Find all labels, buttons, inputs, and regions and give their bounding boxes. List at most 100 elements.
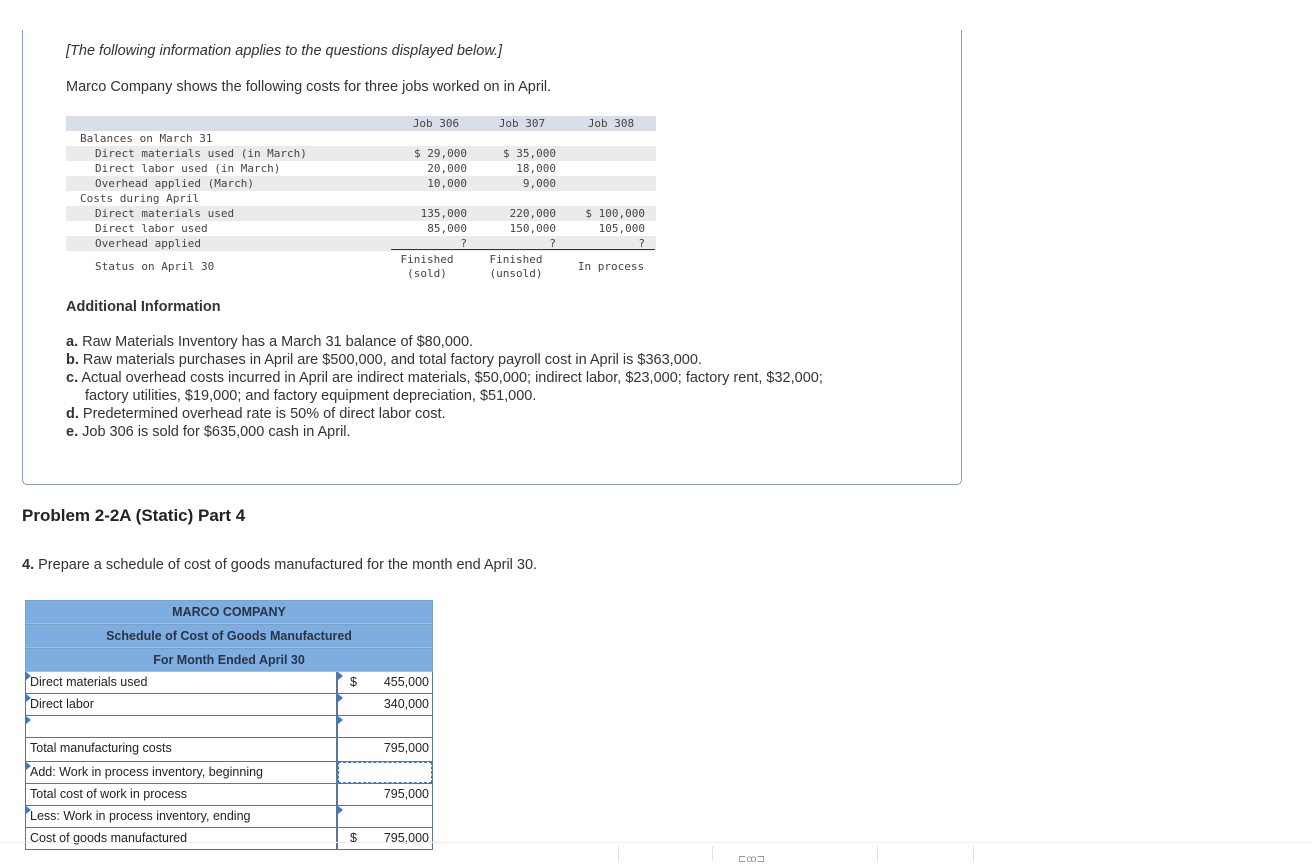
item-letter: c. (66, 370, 79, 386)
item-text: Actual overhead costs incurred in April … (81, 370, 823, 386)
item-letter: a. (66, 334, 79, 350)
additional-item: e. Job 306 is sold for $635,000 cash in … (66, 423, 351, 441)
jobs-row-label: Costs during April (80, 192, 200, 205)
additional-item: a. Raw Materials Inventory has a March 3… (66, 333, 473, 351)
input-marker-icon (26, 716, 31, 724)
additional-item: b. Raw materials purchases in April are … (66, 351, 702, 369)
jobs-cell: 85,000 (427, 222, 467, 235)
jobs-cell: ? (460, 237, 467, 250)
schedule-label-input[interactable] (26, 716, 338, 737)
jobs-row: Direct labor used 85,000 150,000 105,000 (66, 221, 656, 236)
jobs-table: Job 306 Job 307 Job 308 Balances on Marc… (66, 116, 656, 281)
schedule-row: Cost of goods manufactured $795,000 (25, 828, 433, 850)
jobs-row: Direct materials used 135,000 220,000 $ 100… (66, 206, 656, 221)
schedule-amount-input[interactable] (338, 762, 432, 783)
table-rule (391, 249, 655, 250)
input-marker-icon (26, 762, 31, 770)
schedule-period: For Month Ended April 30 (25, 648, 433, 672)
info-panel (22, 30, 962, 485)
input-marker-icon (338, 694, 343, 702)
jobs-row-label: Overhead applied (March) (95, 177, 254, 190)
schedule-row: Add: Work in process inventory, beginnin… (25, 762, 433, 784)
jobs-cell: 220,000 (509, 207, 556, 220)
dollar-sign: $ (350, 831, 357, 845)
item-text: Raw materials purchases in April are $50… (82, 352, 702, 368)
schedule-amount-input[interactable]: 795,000 (338, 738, 432, 761)
jobs-header-row: Job 306 Job 307 Job 308 (66, 116, 656, 131)
jobs-row: Costs during April (66, 191, 656, 206)
status-307-b: (unsold) (489, 267, 543, 280)
item-letter: d. (66, 406, 79, 422)
schedule-row: Direct materials used $455,000 (25, 672, 433, 694)
status-307-a: Finished (489, 253, 543, 266)
jobs-cell: 135,000 (420, 207, 467, 220)
item-text: factory utilities, $19,000; and factory … (85, 388, 537, 404)
item-letter: b. (66, 352, 79, 368)
status-306-a: Finished (400, 253, 454, 266)
amount-value: 795,000 (383, 741, 429, 755)
jobs-cell: ? (638, 237, 645, 250)
schedule-row: Direct labor 340,000 (25, 694, 433, 716)
footer-icon[interactable]: ⊏ꝏ⊐ (738, 854, 765, 865)
input-marker-icon (26, 694, 31, 702)
schedule-amount-input[interactable] (338, 806, 432, 827)
amount-value: 455,000 (383, 675, 429, 689)
header-job-308: Job 308 (587, 117, 635, 130)
amount-value: 795,000 (383, 831, 429, 845)
schedule-label-input: Total manufacturing costs (26, 738, 338, 761)
jobs-cell: 105,000 (598, 222, 645, 235)
schedule-label-input: Cost of goods manufactured (26, 828, 338, 849)
question-text: Prepare a schedule of cost of goods manu… (38, 557, 538, 573)
jobs-cell: ? (549, 237, 556, 250)
jobs-cell: 18,000 (516, 162, 556, 175)
status-308: In process (577, 260, 645, 273)
jobs-cell: 150,000 (509, 222, 556, 235)
schedule-row (25, 716, 433, 738)
schedule-amount-input[interactable]: $795,000 (338, 828, 432, 849)
jobs-cell: $ 35,000 (503, 147, 556, 160)
question-number: 4. (22, 557, 35, 573)
schedule-amount-input[interactable]: $455,000 (338, 672, 432, 693)
jobs-row-label: Direct labor used (95, 222, 208, 235)
additional-item: factory utilities, $19,000; and factory … (85, 387, 536, 405)
schedule-amount-input[interactable] (338, 716, 432, 737)
jobs-row-label: Direct materials used (95, 207, 235, 220)
schedule-label-input[interactable]: Direct labor (26, 694, 338, 715)
additional-title: Additional Information (66, 299, 221, 315)
schedule-label-input[interactable]: Direct materials used (26, 672, 338, 693)
schedule-company: MARCO COMPANY (25, 600, 433, 624)
jobs-row: Overhead applied??? (66, 236, 656, 251)
schedule-label-input[interactable]: Less: Work in process inventory, ending (26, 806, 338, 827)
dollar-sign: $ (350, 675, 357, 689)
problem-title: Problem 2-2A (Static) Part 4 (22, 506, 246, 525)
amount-value: 795,000 (383, 787, 429, 801)
schedule-title: Schedule of Cost of Goods Manufactured (25, 624, 433, 648)
jobs-cell: $ 100,000 (585, 207, 645, 220)
schedule-amount-input[interactable]: 340,000 (338, 694, 432, 715)
schedule-label-input: Total cost of work in process (26, 784, 338, 805)
input-marker-icon (338, 672, 343, 680)
jobs-row-label: Balances on March 31 (80, 132, 213, 145)
status-row: Status on April 30 Finished (sold) Finish… (66, 251, 656, 281)
header-job-307: Job 307 (498, 117, 546, 130)
jobs-row: Direct materials used (in March) $ 29,000… (66, 146, 656, 161)
input-marker-icon (26, 806, 31, 814)
jobs-row-label: Overhead applied (95, 237, 201, 250)
schedule-label-input[interactable]: Add: Work in process inventory, beginnin… (26, 762, 338, 783)
schedule-table: MARCO COMPANY Schedule of Cost of Goods … (25, 600, 433, 850)
jobs-cell: 10,000 (427, 177, 467, 190)
schedule-row: Less: Work in process inventory, ending (25, 806, 433, 828)
amount-value: 340,000 (383, 697, 429, 711)
schedule-row: Total cost of work in process 795,000 (25, 784, 433, 806)
jobs-row: Balances on March 31 (66, 131, 656, 146)
schedule-amount-input[interactable]: 795,000 (338, 784, 432, 805)
additional-item: d. Predetermined overhead rate is 50% of… (66, 405, 446, 423)
jobs-row: Overhead applied (March) 10,000 9,000 (66, 176, 656, 191)
status-306-b: (sold) (407, 267, 447, 280)
jobs-row: Direct labor used (in March) 20,000 18,000 (66, 161, 656, 176)
schedule-row: Total manufacturing costs 795,000 (25, 738, 433, 762)
additional-item: c. Actual overhead costs incurred in Apr… (66, 369, 823, 387)
input-marker-icon (26, 672, 31, 680)
item-text: Job 306 is sold for $635,000 cash in Apr… (82, 424, 351, 440)
intro-note: [The following information applies to th… (66, 43, 503, 59)
